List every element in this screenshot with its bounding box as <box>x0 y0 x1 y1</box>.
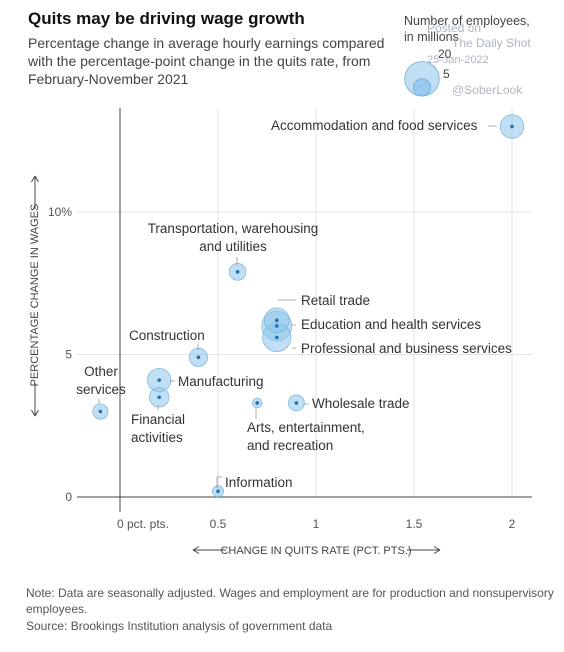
point-label: activities <box>131 430 183 445</box>
scatter-chart: 0 5 10% 0 pct. pts. 0.5 1 1.5 2 CHANGE IN QUITS … <box>29 47 532 557</box>
bubble-center-dot <box>196 355 201 360</box>
bubble-center-dot <box>275 324 279 328</box>
chart-notes: Note: Data are seasonally adjusted. Wage… <box>26 586 554 616</box>
point-label: Education and health services <box>301 317 481 332</box>
point-label: Manufacturing <box>178 374 264 389</box>
bubble-center-dot <box>275 335 279 340</box>
point-label: Other <box>84 364 118 379</box>
point-label: and recreation <box>247 438 333 453</box>
watermark-handle: @SoberLook <box>452 83 523 97</box>
y-tick-label: 5 <box>65 348 72 362</box>
bubble-center-dot <box>275 318 279 323</box>
chart-source: Source: Brookings Institution analysis o… <box>26 619 333 633</box>
y-tick-label: 0 <box>65 490 72 504</box>
point-label: Retail trade <box>301 293 370 308</box>
bubble-center-dot <box>255 401 259 405</box>
bubble-center-dot <box>235 270 240 274</box>
y-tick-label: 10% <box>48 205 72 219</box>
point-label: Accommodation and food services <box>271 118 478 133</box>
chart-title: Quits may be driving wage growth <box>28 9 305 28</box>
bubble-center-dot <box>157 395 161 400</box>
x-tick-label: 1 <box>313 517 320 531</box>
x-axis-arrow-left-head <box>192 546 200 554</box>
point-label: Information <box>225 475 293 490</box>
point-label: Construction <box>129 328 205 343</box>
point-label: services <box>76 382 126 397</box>
point-label: Arts, entertainment, <box>247 420 365 435</box>
bubble-center-dot <box>294 401 299 405</box>
y-axis-title: PERCENTAGE CHANGE IN WAGES <box>29 204 41 387</box>
x-tick-label: 0.5 <box>210 517 227 531</box>
legend-title-line1: Number of employees, <box>404 14 530 28</box>
watermark-date: 25-Jan-2022 <box>427 54 489 66</box>
x-tick-label: 2 <box>509 517 516 531</box>
legend-title-line2: in millions <box>404 30 459 44</box>
x-axis-arrow-right-head <box>433 546 441 554</box>
point-label: Professional and business services <box>301 341 512 356</box>
watermark-site: The Daily Shot <box>452 36 531 50</box>
bubble-center-dot <box>98 409 103 414</box>
point-label: Financial <box>131 412 185 427</box>
point-label: and utilities <box>199 239 267 254</box>
x-axis-title: CHANGE IN QUITS RATE (PCT. PTS.) <box>220 545 411 557</box>
bubble-center-dot <box>216 489 220 494</box>
bubble-center-dot <box>510 124 514 129</box>
x-tick-label: 1.5 <box>406 517 423 531</box>
legend-size-label: 5 <box>443 67 450 81</box>
watermark-posted-on: Posted on <box>427 21 482 35</box>
y-axis-arrow-down-head <box>31 409 39 417</box>
x-tick-label: 0 pct. pts. <box>117 517 169 531</box>
legend-title: Number of employees, in millions <box>404 13 530 45</box>
bubble-center-dot <box>157 378 161 382</box>
point-label: Transportation, warehousing <box>148 221 319 236</box>
chart-subtitle: Percentage change in average hourly earn… <box>28 35 385 87</box>
legend-size-label: 20 <box>438 47 452 61</box>
legend-bubble <box>412 78 432 97</box>
y-axis-arrow-up-head <box>31 175 39 183</box>
point-label: Wholesale trade <box>312 396 410 411</box>
